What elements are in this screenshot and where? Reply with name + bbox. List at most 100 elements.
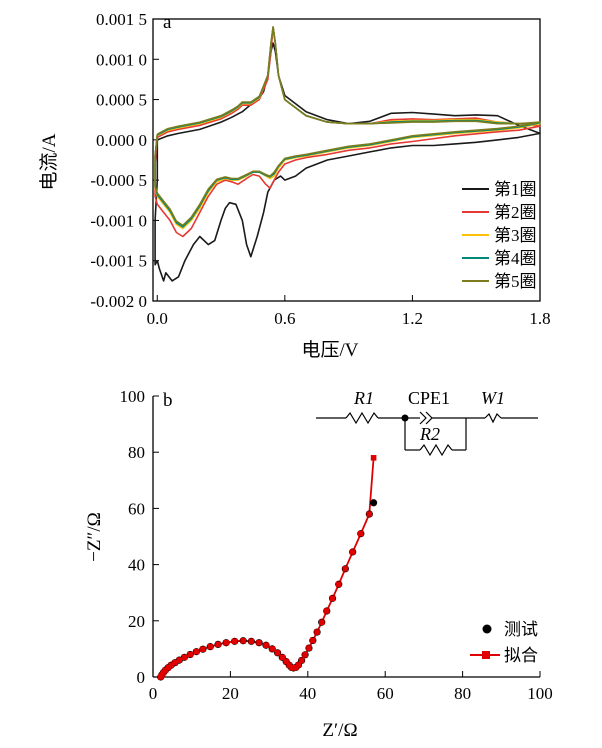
panel-b-x-tick-label: 40 <box>299 684 316 703</box>
panel-a-series-line-2 <box>154 26 541 238</box>
panel-b-fit-point <box>200 646 206 652</box>
panel-a-series <box>154 26 541 282</box>
panel-b-y-tick-label: 80 <box>128 443 145 462</box>
panel-b-fit-point <box>172 659 178 666</box>
panel-a-legend-label: 第3圈 <box>494 226 537 245</box>
panel-b-x-axis-label: Z′/Ω <box>322 720 357 741</box>
panel-b-fit-point <box>302 652 308 658</box>
panel-b-x-tick-label: 0 <box>149 684 158 703</box>
panel-b-fit-point <box>342 566 349 572</box>
panel-b-fit-point <box>358 530 364 537</box>
panel-b-legend-fit-marker <box>482 651 490 659</box>
panel-b-fit-point <box>323 608 330 614</box>
panel-b-fit-point <box>181 654 188 661</box>
panel-b-y-tick-label: 100 <box>120 387 146 406</box>
panel-b-fit-point <box>306 645 312 651</box>
panel-a-y-ticks: 0.001 5 0.001 0 0.000 5 0.000 0 -0.000 5 -0.0… <box>90 10 159 311</box>
cpe-symbol-right <box>425 411 433 425</box>
panel-b-x-tick-label: 80 <box>454 684 471 703</box>
panel-b-fit-point <box>207 643 214 650</box>
panel-b-fit-point <box>269 646 275 652</box>
warburg-w1-symbol <box>484 412 502 424</box>
panel-b-fit-point <box>329 595 336 602</box>
panel-a-legend-label: 第4圈 <box>494 249 537 268</box>
panel-b-fit-point <box>248 638 255 645</box>
circuit-label-r2: R2 <box>419 424 440 444</box>
panel-b-y-tick-label: 0 <box>137 668 146 687</box>
panel-a-x-ticks: 0.0 0.6 1.2 1.8 <box>147 295 551 328</box>
panel-b-fit-point <box>215 641 221 648</box>
panel-a-x-tick-label: 1.8 <box>529 309 550 328</box>
panel-a-series-line-3 <box>154 26 541 230</box>
panel-b-fit-point <box>366 511 373 517</box>
panel-b-x-ticks: 0 20 40 60 80 100 <box>149 671 553 703</box>
panel-b-y-axis-label: −Z″/Ω <box>84 512 105 562</box>
panel-b-fit-point <box>370 455 377 461</box>
panel-a-y-tick-label: 0.000 0 <box>96 131 147 150</box>
panel-a-y-tick-label: -0.001 0 <box>90 211 147 230</box>
panel-b-legend-measured-marker <box>482 624 492 634</box>
panel-b-fit-point <box>295 662 302 668</box>
panel-a-label: a <box>163 12 172 33</box>
equivalent-circuit-diagram: R1 CPE1 R2 W1 <box>316 388 538 457</box>
panel-b-y-ticks: 0 20 40 60 80 100 <box>120 387 159 687</box>
panel-b-fit-point <box>274 650 281 656</box>
panel-a-series-line-5 <box>154 26 541 227</box>
panel-b-fit-point <box>168 662 174 668</box>
panel-b-measured-point <box>369 499 378 507</box>
circuit-label-cpe1: CPE1 <box>408 388 450 408</box>
panel-b-fit-point <box>193 648 200 655</box>
panel-b-fit-point <box>335 581 342 588</box>
panel-a-x-tick-label: 0.6 <box>274 309 295 328</box>
panel-b-series <box>157 455 378 681</box>
panel-a-y-tick-label: 0.001 0 <box>96 50 147 69</box>
panel-b-fit-point <box>223 639 229 646</box>
panel-a-cv-chart: a 0.001 5 0.001 0 0.000 5 0.000 0 -0.000 5 -0… <box>38 10 551 361</box>
panel-b-fit-point <box>318 619 325 626</box>
panel-b-fit-point <box>263 642 269 649</box>
panel-b-fit-point <box>298 657 305 664</box>
panel-b-fit-point <box>187 651 193 658</box>
resistor-r2-symbol <box>419 443 453 457</box>
panel-b-label: b <box>163 390 173 411</box>
panel-a-y-tick-label: -0.001 5 <box>90 252 147 271</box>
panel-a-legend-label: 第5圈 <box>494 272 537 291</box>
panel-b-legend-measured-label: 测试 <box>504 620 538 639</box>
panel-a-plot-frame <box>152 18 541 302</box>
circuit-label-r1: R1 <box>353 388 374 408</box>
resistor-r1-symbol <box>345 411 379 425</box>
panel-a-y-tick-label: 0.000 5 <box>96 91 147 110</box>
panel-a-y-tick-label: -0.002 0 <box>90 292 147 311</box>
cpe-symbol-left <box>419 411 427 425</box>
panel-b-y-tick-label: 40 <box>128 556 145 575</box>
panel-b-legend-fit-label: 拟合 <box>504 646 538 665</box>
panel-b-fit-point <box>349 549 356 555</box>
panel-b-x-tick-label: 20 <box>222 684 239 703</box>
panel-b-fit-point <box>314 629 320 635</box>
panel-b-fit-point <box>165 664 171 671</box>
panel-a-series-line-1 <box>154 42 541 282</box>
panel-b-fit-point <box>256 639 262 646</box>
panel-b-fit-point <box>240 637 246 644</box>
panel-a-x-tick-label: 1.2 <box>402 309 423 328</box>
panel-b-fit-point <box>231 638 238 645</box>
panel-a-y-tick-label: 0.001 5 <box>96 10 147 29</box>
panel-a-series-line-4 <box>154 26 541 228</box>
panel-b-x-tick-label: 100 <box>527 684 553 703</box>
panel-b-fit-point <box>283 658 289 665</box>
panel-b-fit-point <box>310 637 316 644</box>
panel-a-legend-label: 第2圈 <box>494 203 537 222</box>
panel-b-y-tick-label: 60 <box>128 499 145 518</box>
panel-b-fit-point <box>279 654 286 661</box>
panel-a-x-axis-label: 电压/V <box>301 339 358 361</box>
panel-a-y-tick-label: -0.000 5 <box>90 171 147 190</box>
circuit-label-w1: W1 <box>481 388 505 408</box>
panel-b-x-tick-label: 60 <box>377 684 394 703</box>
panel-a-x-tick-label: 0.0 <box>147 309 168 328</box>
panel-b-fit-point <box>176 657 183 663</box>
panel-a-y-axis-label: 电流/A <box>38 133 60 190</box>
